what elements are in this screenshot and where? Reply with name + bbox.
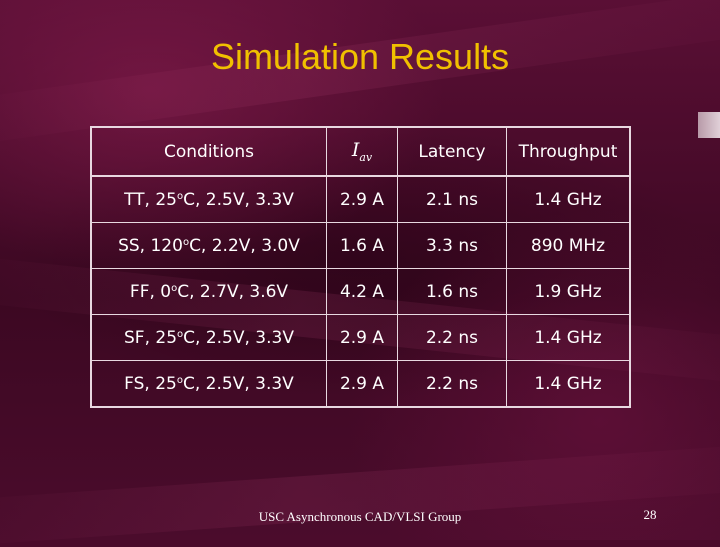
conditions-suffix: C, 2.5V, 3.3V [183, 189, 294, 210]
cell-throughput: 890 MHz [506, 222, 630, 269]
table-row: FF, 0oC, 2.7V, 3.6V 4.2 A 1.6 ns 1.9 GHz [91, 268, 630, 315]
conditions-prefix: FF, 0 [129, 281, 172, 302]
conditions-prefix: TT, 25 [124, 189, 177, 210]
cell-current: 4.2 A [326, 268, 398, 315]
page-number: 28 [643, 507, 657, 522]
side-accent-bar [698, 112, 720, 138]
cell-latency: 2.2 ns [397, 314, 507, 361]
degree-symbol: o [176, 190, 184, 202]
slide-footer: USC Asynchronous CAD/VLSI Group [258, 509, 462, 524]
table-row: SS, 120oC, 2.2V, 3.0V 1.6 A 3.3 ns 890 M… [91, 222, 630, 269]
degree-symbol: o [171, 282, 178, 294]
cell-current: 2.9 A [326, 175, 398, 223]
conditions-suffix: C, 2.5V, 3.3V [183, 373, 294, 394]
conditions-prefix: SF, 25 [124, 327, 178, 348]
cell-throughput: 1.9 GHz [506, 268, 630, 315]
slide-title: Simulation Results [210, 36, 510, 77]
cell-latency: 1.6 ns [397, 268, 507, 315]
cell-throughput: 1.4 GHz [506, 360, 630, 407]
conditions-suffix: C, 2.2V, 3.0V [189, 235, 300, 256]
conditions-suffix: C, 2.7V, 3.6V [177, 281, 289, 302]
degree-symbol: o [176, 374, 183, 386]
cell-latency: 2.1 ns [397, 175, 507, 223]
cell-current: 2.9 A [326, 360, 398, 407]
conditions-suffix: C, 2.5V, 3.3V [183, 327, 294, 348]
cell-current: 2.9 A [326, 314, 398, 361]
cell-current: 1.6 A [326, 222, 398, 269]
table-row: TT, 25oC, 2.5V, 3.3V 2.9 A 2.1 ns 1.4 GH… [91, 175, 630, 223]
header-latency: Latency [397, 127, 507, 177]
degree-symbol: o [182, 236, 190, 248]
background-stripe [0, 438, 720, 547]
cell-conditions: FF, 0oC, 2.7V, 3.6V [91, 268, 327, 315]
current-symbol-letter: I [351, 139, 360, 162]
table-row: FS, 25oC, 2.5V, 3.3V 2.9 A 2.2 ns 1.4 GH… [91, 360, 630, 407]
table-header-row: Conditions Iav Latency Throughput [91, 127, 630, 177]
current-symbol: Iav [351, 139, 373, 164]
current-subscript: av [359, 150, 373, 164]
cell-throughput: 1.4 GHz [506, 175, 630, 223]
cell-latency: 2.2 ns [397, 360, 507, 407]
cell-conditions: FS, 25oC, 2.5V, 3.3V [91, 360, 327, 407]
conditions-prefix: FS, 25 [124, 373, 177, 394]
conditions-prefix: SS, 120 [118, 235, 183, 256]
header-current: Iav [326, 127, 398, 177]
header-conditions: Conditions [91, 127, 327, 177]
cell-throughput: 1.4 GHz [506, 314, 630, 361]
cell-conditions: TT, 25oC, 2.5V, 3.3V [91, 175, 327, 223]
table-row: SF, 25oC, 2.5V, 3.3V 2.9 A 2.2 ns 1.4 GH… [91, 314, 630, 361]
cell-conditions: SS, 120oC, 2.2V, 3.0V [91, 222, 327, 269]
header-throughput: Throughput [506, 127, 630, 177]
degree-symbol: o [177, 328, 184, 340]
cell-conditions: SF, 25oC, 2.5V, 3.3V [91, 314, 327, 361]
cell-latency: 3.3 ns [397, 222, 507, 269]
results-table: Conditions Iav Latency Throughput TT, 25… [90, 126, 631, 408]
